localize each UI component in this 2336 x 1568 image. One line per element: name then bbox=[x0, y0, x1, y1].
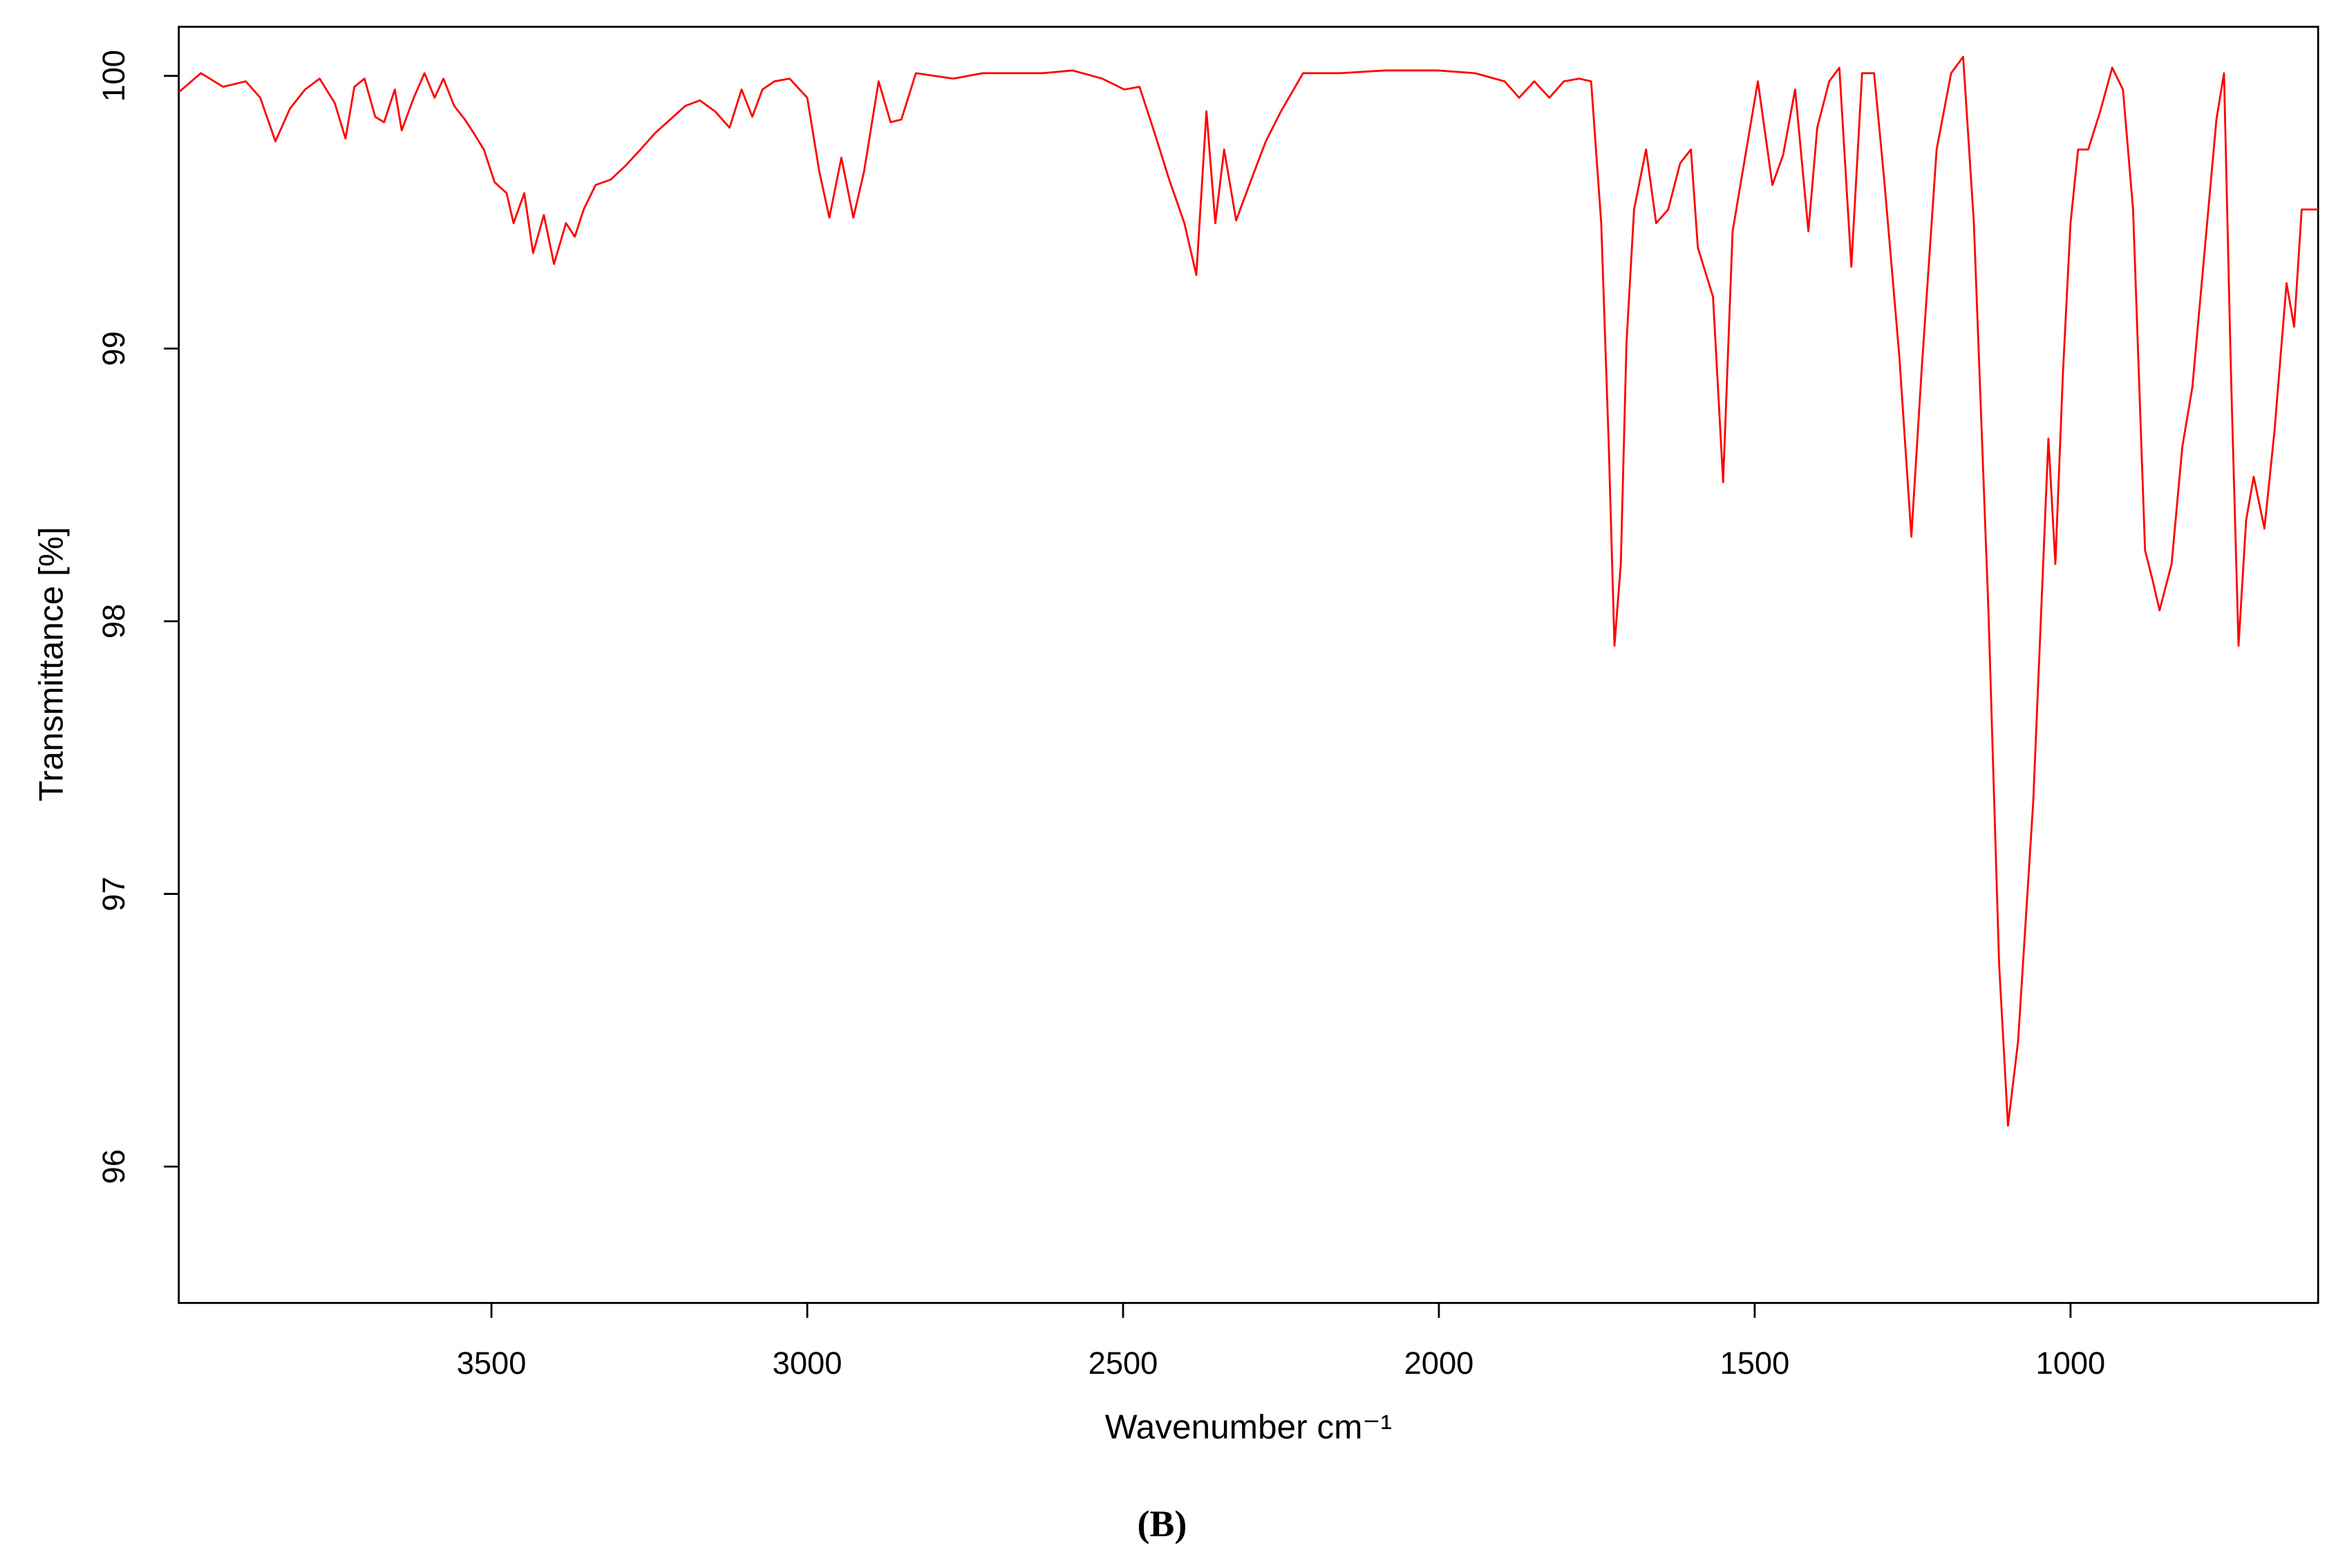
plot-frame bbox=[178, 26, 2319, 1304]
x-tick-label: 2500 bbox=[1089, 1345, 1158, 1381]
y-tick-label: 97 bbox=[96, 876, 131, 911]
y-tick-label: 96 bbox=[96, 1149, 131, 1184]
y-axis-label: Transmittance [%] bbox=[32, 527, 70, 801]
x-axis-label: Wavenumber cm⁻¹ bbox=[1105, 1408, 1392, 1446]
x-tick-label: 1000 bbox=[2036, 1345, 2106, 1381]
x-tick-label: 2000 bbox=[1404, 1345, 1474, 1381]
spectrum-line bbox=[178, 55, 2319, 1127]
y-tick-label: 99 bbox=[96, 331, 131, 366]
x-tick-label: 1500 bbox=[1720, 1345, 1790, 1381]
caption: (B) bbox=[1137, 1503, 1187, 1545]
x-tick-label: 3500 bbox=[457, 1345, 527, 1381]
y-tick-label: 98 bbox=[96, 604, 131, 639]
x-tick-label: 3000 bbox=[773, 1345, 842, 1381]
y-tick-label: 100 bbox=[96, 50, 131, 102]
